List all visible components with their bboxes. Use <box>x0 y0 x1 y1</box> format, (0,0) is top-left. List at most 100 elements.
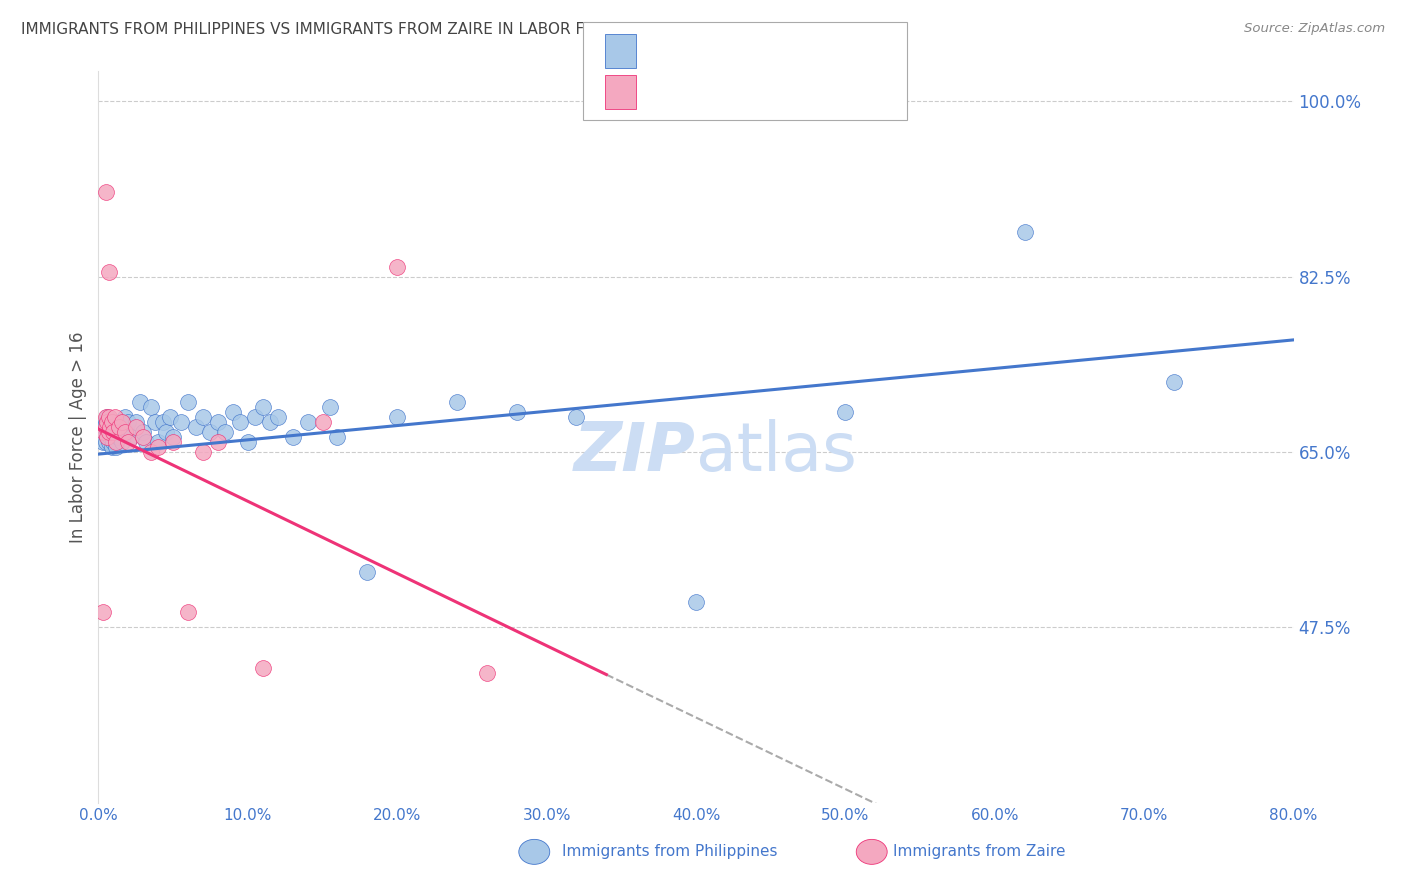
Point <box>96 430 118 444</box>
Point <box>207 415 229 429</box>
Point <box>98 415 122 429</box>
Point <box>111 415 134 429</box>
Point <box>97 425 120 439</box>
Point <box>115 425 138 439</box>
Point <box>132 425 155 439</box>
Point <box>91 606 114 620</box>
Point <box>385 260 409 274</box>
Point <box>117 435 139 450</box>
Point <box>148 435 170 450</box>
Point <box>114 425 136 439</box>
Point <box>159 410 181 425</box>
Text: Immigrants from Philippines: Immigrants from Philippines <box>562 845 778 859</box>
Point <box>207 435 229 450</box>
Point <box>105 435 128 450</box>
Point <box>132 430 155 444</box>
Point <box>143 415 166 429</box>
Point <box>108 415 131 429</box>
Point <box>169 415 191 429</box>
Point <box>97 410 120 425</box>
Point <box>135 435 157 450</box>
Text: R =  0.239   N = 62: R = 0.239 N = 62 <box>647 42 810 60</box>
Text: ZIP: ZIP <box>574 418 696 484</box>
Point <box>101 440 124 454</box>
Point <box>252 400 274 414</box>
Point <box>104 410 127 425</box>
Point <box>245 410 267 425</box>
Point <box>200 425 222 439</box>
Point <box>114 410 136 425</box>
Point <box>152 415 174 429</box>
Point <box>177 395 200 409</box>
Point <box>148 440 170 454</box>
Point <box>104 425 127 439</box>
Point <box>97 265 120 279</box>
Point <box>94 420 117 434</box>
Point <box>103 425 125 439</box>
Point <box>565 410 588 425</box>
Point <box>139 400 162 414</box>
Point <box>834 405 856 419</box>
Point <box>117 415 139 429</box>
Point <box>93 420 115 434</box>
Point <box>111 435 134 450</box>
Point <box>162 430 184 444</box>
Point <box>297 415 319 429</box>
Point <box>94 410 117 425</box>
Point <box>94 185 117 199</box>
Point <box>139 445 162 459</box>
Point <box>155 425 177 439</box>
Point <box>98 430 122 444</box>
Point <box>105 440 128 454</box>
Point <box>96 415 118 429</box>
Y-axis label: In Labor Force | Age > 16: In Labor Force | Age > 16 <box>69 331 87 543</box>
Point <box>94 435 117 450</box>
Point <box>267 410 290 425</box>
Point <box>191 410 214 425</box>
Point <box>191 445 214 459</box>
Point <box>326 430 349 444</box>
Point <box>97 425 120 439</box>
Point <box>229 415 252 429</box>
Text: Immigrants from Zaire: Immigrants from Zaire <box>893 845 1066 859</box>
Point <box>101 415 124 429</box>
Point <box>90 425 112 439</box>
Point <box>97 435 120 450</box>
Point <box>252 660 274 674</box>
Point <box>101 425 124 439</box>
Point <box>685 595 707 609</box>
Point <box>162 435 184 450</box>
Point <box>108 420 131 434</box>
Text: R = -0.561   N = 31: R = -0.561 N = 31 <box>647 83 810 101</box>
Point <box>214 425 236 439</box>
Point <box>120 430 142 444</box>
Point <box>385 410 409 425</box>
Point <box>281 430 304 444</box>
Point <box>319 400 342 414</box>
Point <box>475 665 498 680</box>
Point <box>93 425 115 439</box>
Point <box>1014 225 1036 239</box>
Text: atlas: atlas <box>696 418 856 484</box>
Point <box>125 420 148 434</box>
Point <box>110 425 132 439</box>
Point <box>222 405 245 419</box>
Point <box>125 415 148 429</box>
Point <box>129 395 152 409</box>
Point <box>96 410 118 425</box>
Point <box>184 420 207 434</box>
Text: Source: ZipAtlas.com: Source: ZipAtlas.com <box>1244 22 1385 36</box>
Point <box>446 395 468 409</box>
Point <box>356 566 378 580</box>
Point <box>311 415 333 429</box>
Text: IMMIGRANTS FROM PHILIPPINES VS IMMIGRANTS FROM ZAIRE IN LABOR FORCE | AGE > 16 C: IMMIGRANTS FROM PHILIPPINES VS IMMIGRANT… <box>21 22 884 38</box>
Point <box>506 405 529 419</box>
Point <box>107 430 129 444</box>
Point <box>94 415 117 429</box>
Point <box>103 435 125 450</box>
Point <box>259 415 281 429</box>
Point <box>103 415 125 429</box>
Point <box>1163 375 1185 389</box>
Point <box>177 606 200 620</box>
Point <box>236 435 259 450</box>
